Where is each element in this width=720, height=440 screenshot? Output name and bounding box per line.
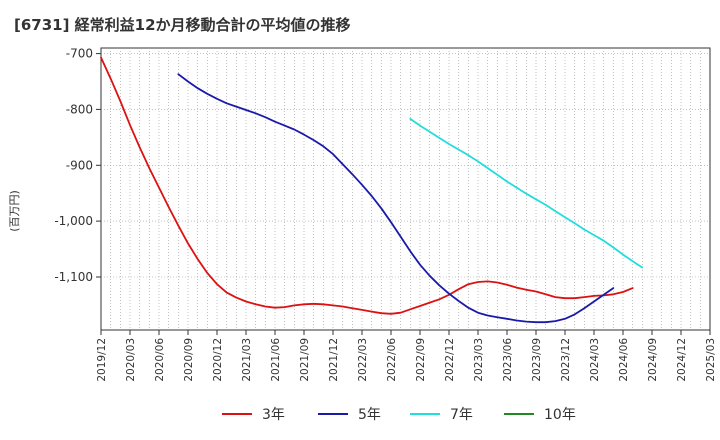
x-tick-label: 2021/12 <box>328 338 340 382</box>
legend-label-3y: 3年 <box>262 407 285 423</box>
legend-label-7y: 7年 <box>450 407 473 423</box>
x-tick-label: 2024/12 <box>676 338 688 382</box>
x-tick-label: 2024/03 <box>589 338 601 382</box>
x-tick-label: 2022/09 <box>415 338 427 382</box>
x-tick-label: 2021/06 <box>270 338 282 382</box>
x-tick-label: 2021/09 <box>299 338 311 382</box>
x-tick-label: 2022/03 <box>357 338 369 382</box>
y-tick-label: -900 <box>66 158 93 172</box>
legend-swatch-10y <box>504 413 534 415</box>
x-tick-label: 2025/03 <box>705 338 717 382</box>
legend-label-10y: 10年 <box>544 407 576 423</box>
x-tick-label: 2024/06 <box>618 338 630 382</box>
x-tick-label: 2020/06 <box>154 338 166 382</box>
x-tick-label: 2019/12 <box>96 338 108 382</box>
y-tick-label: -700 <box>66 47 93 61</box>
x-tick-label: 2020/09 <box>183 338 195 382</box>
legend-swatch-5y <box>318 413 348 415</box>
x-tick-label: 2022/12 <box>444 338 456 382</box>
legend-item-3y: 3年 <box>222 404 285 424</box>
y-tick-label: -1,000 <box>54 214 93 228</box>
y-tick-label: -800 <box>66 102 93 116</box>
x-tick-label: 2024/09 <box>647 338 659 382</box>
x-tick-label: 2023/06 <box>502 338 514 382</box>
series-line-1 <box>100 56 634 315</box>
legend-item-5y: 5年 <box>318 404 381 424</box>
series-line-3 <box>409 118 644 269</box>
legend-item-10y: 10年 <box>504 404 576 424</box>
x-tick-label: 2021/03 <box>241 338 253 382</box>
legend-label-5y: 5年 <box>358 407 381 423</box>
x-tick-label: 2020/12 <box>212 338 224 382</box>
chart-title: [6731] 経常利益12か月移動合計の平均値の推移 <box>14 16 351 34</box>
x-tick-label: 2020/03 <box>125 338 137 382</box>
series-line-2 <box>177 73 615 324</box>
legend-swatch-7y <box>410 413 440 415</box>
x-tick-label: 2023/12 <box>560 338 572 382</box>
x-tick-label: 2023/03 <box>473 338 485 382</box>
x-tick-label: 2023/09 <box>531 338 543 382</box>
legend-swatch-3y <box>222 413 252 415</box>
x-tick-label: 2022/06 <box>386 338 398 382</box>
legend-item-7y: 7年 <box>410 404 473 424</box>
plot-area <box>100 47 711 331</box>
y-tick-label: -1,100 <box>54 270 93 284</box>
